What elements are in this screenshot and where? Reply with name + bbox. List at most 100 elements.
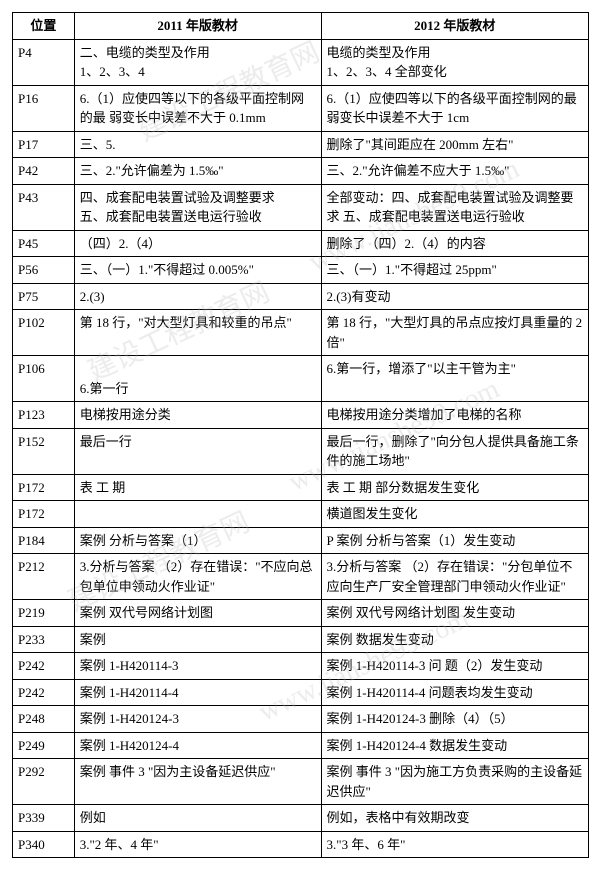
cell-position: P16 xyxy=(13,85,75,131)
cell-position: P339 xyxy=(13,805,75,832)
table-row: P249案例 1-H420124-4案例 1-H420124-4 数据发生变动 xyxy=(13,732,589,759)
cell-2012: 电缆的类型及作用1、2、3、4 全部变化 xyxy=(321,39,588,85)
table-row: P152最后一行最后一行，删除了"向分包人提供具备施工条件的施工场地" xyxy=(13,428,589,474)
cell-position: P45 xyxy=(13,230,75,257)
cell-2011: 6.（1）应使四等以下的各级平面控制网的最 弱变长中误差不大于 0.1mm xyxy=(74,85,321,131)
table-row: P102第 18 行，"对大型灯具和较重的吊点"第 18 行，"大型灯具的吊点应… xyxy=(13,310,589,356)
cell-2012: 删除了"其间距应在 200mm 左右" xyxy=(321,131,588,158)
cell-position: P219 xyxy=(13,600,75,627)
header-2012: 2012 年版教材 xyxy=(321,13,588,40)
cell-position: P184 xyxy=(13,527,75,554)
cell-2011: （四）2.（4） xyxy=(74,230,321,257)
cell-2012: 最后一行，删除了"向分包人提供具备施工条件的施工场地" xyxy=(321,428,588,474)
cell-position: P249 xyxy=(13,732,75,759)
cell-2012: 6.第一行，增添了"以主干管为主" xyxy=(321,356,588,402)
cell-position: P172 xyxy=(13,474,75,501)
cell-2011: 最后一行 xyxy=(74,428,321,474)
table-header-row: 位置 2011 年版教材 2012 年版教材 xyxy=(13,13,589,40)
cell-2012: 案例 1-H420114-4 问题表均发生变动 xyxy=(321,679,588,706)
cell-2012: 电梯按用途分类增加了电梯的名称 xyxy=(321,402,588,429)
cell-2011: 案例 1-H420114-4 xyxy=(74,679,321,706)
table-row: P172表 工 期表 工 期 部分数据发生变化 xyxy=(13,474,589,501)
cell-2011: 四、成套配电装置试验及调整要求五、成套配电装置送电运行验收 xyxy=(74,184,321,230)
cell-position: P248 xyxy=(13,706,75,733)
cell-position: P102 xyxy=(13,310,75,356)
cell-position: P123 xyxy=(13,402,75,429)
cell-position: P56 xyxy=(13,257,75,284)
cell-position: P242 xyxy=(13,653,75,680)
cell-2012: 删除了（四）2.（4）的内容 xyxy=(321,230,588,257)
table-row: P123电梯按用途分类电梯按用途分类增加了电梯的名称 xyxy=(13,402,589,429)
table-row: P2123.分析与答案 （2）存在错误："不应向总包单位申领动火作业证"3.分析… xyxy=(13,554,589,600)
cell-position: P42 xyxy=(13,158,75,185)
table-row: P219案例 双代号网络计划图案例 双代号网络计划图 发生变动 xyxy=(13,600,589,627)
cell-2011: 第 18 行，"对大型灯具和较重的吊点" xyxy=(74,310,321,356)
comparison-table: 位置 2011 年版教材 2012 年版教材 P4二、电缆的类型及作用1、2、3… xyxy=(12,12,589,858)
cell-2012: 案例 数据发生变动 xyxy=(321,626,588,653)
cell-2011: 3."2 年、4 年" xyxy=(74,831,321,858)
table-row: P242案例 1-H420114-3案例 1-H420114-3 问 题（2）发… xyxy=(13,653,589,680)
cell-2011: 例如 xyxy=(74,805,321,832)
table-row: P339例如例如，表格中有效期改变 xyxy=(13,805,589,832)
cell-2011: 表 工 期 xyxy=(74,474,321,501)
cell-2011: 案例 1-H420114-3 xyxy=(74,653,321,680)
cell-2012: 案例 双代号网络计划图 发生变动 xyxy=(321,600,588,627)
table-row: P166.（1）应使四等以下的各级平面控制网的最 弱变长中误差不大于 0.1mm… xyxy=(13,85,589,131)
cell-position: P233 xyxy=(13,626,75,653)
cell-position: P340 xyxy=(13,831,75,858)
cell-position: P172 xyxy=(13,501,75,528)
cell-2011: 6.第一行 xyxy=(74,356,321,402)
cell-position: P106 xyxy=(13,356,75,402)
cell-2011: 二、电缆的类型及作用1、2、3、4 xyxy=(74,39,321,85)
cell-position: P212 xyxy=(13,554,75,600)
cell-2011: 案例 1-H420124-4 xyxy=(74,732,321,759)
table-row: P43四、成套配电装置试验及调整要求五、成套配电装置送电运行验收全部变动：四、成… xyxy=(13,184,589,230)
table-row: P248案例 1-H420124-3案例 1-H420124-3 删除（4）（5… xyxy=(13,706,589,733)
table-body: P4二、电缆的类型及作用1、2、3、4电缆的类型及作用1、2、3、4 全部变化P… xyxy=(13,39,589,858)
table-row: P184案例 分析与答案（1）P 案例 分析与答案（1）发生变动 xyxy=(13,527,589,554)
cell-position: P17 xyxy=(13,131,75,158)
cell-2012: 第 18 行，"大型灯具的吊点应按灯具重量的 2 倍" xyxy=(321,310,588,356)
cell-2012: 三、2."允许偏差不应大于 1.5‰" xyxy=(321,158,588,185)
table-row: P752.(3)2.(3)有变动 xyxy=(13,283,589,310)
cell-2012: 3.分析与答案 （2）存在错误："分包单位不应向生产厂安全管理部门申领动火作业证… xyxy=(321,554,588,600)
cell-position: P242 xyxy=(13,679,75,706)
table-row: P17三、5.删除了"其间距应在 200mm 左右" xyxy=(13,131,589,158)
cell-position: P4 xyxy=(13,39,75,85)
table-row: P42三、2."允许偏差为 1.5‰"三、2."允许偏差不应大于 1.5‰" xyxy=(13,158,589,185)
cell-2012: 全部变动：四、成套配电装置试验及调整要求 五、成套配电装置送电运行验收 xyxy=(321,184,588,230)
cell-2012: 6.（1）应使四等以下的各级平面控制网的最弱变长中误差不大于 1cm xyxy=(321,85,588,131)
cell-2012: P 案例 分析与答案（1）发生变动 xyxy=(321,527,588,554)
table-row: P4二、电缆的类型及作用1、2、3、4电缆的类型及作用1、2、3、4 全部变化 xyxy=(13,39,589,85)
cell-2012: 案例 1-H420124-3 删除（4）（5） xyxy=(321,706,588,733)
cell-2011: 2.(3) xyxy=(74,283,321,310)
cell-2012: 横道图发生变化 xyxy=(321,501,588,528)
cell-2011: 案例 xyxy=(74,626,321,653)
cell-2012: 例如，表格中有效期改变 xyxy=(321,805,588,832)
cell-2011: 三、2."允许偏差为 1.5‰" xyxy=(74,158,321,185)
cell-position: P75 xyxy=(13,283,75,310)
table-row: P233案例案例 数据发生变动 xyxy=(13,626,589,653)
cell-2011 xyxy=(74,501,321,528)
cell-2012: 案例 1-H420114-3 问 题（2）发生变动 xyxy=(321,653,588,680)
cell-position: P152 xyxy=(13,428,75,474)
cell-2012: 案例 1-H420124-4 数据发生变动 xyxy=(321,732,588,759)
cell-2012: 2.(3)有变动 xyxy=(321,283,588,310)
cell-2012: 表 工 期 部分数据发生变化 xyxy=(321,474,588,501)
cell-2011: 案例 双代号网络计划图 xyxy=(74,600,321,627)
table-row: P242案例 1-H420114-4案例 1-H420114-4 问题表均发生变… xyxy=(13,679,589,706)
header-position: 位置 xyxy=(13,13,75,40)
cell-2012: 3."3 年、6 年" xyxy=(321,831,588,858)
cell-2011: 案例 分析与答案（1） xyxy=(74,527,321,554)
cell-position: P43 xyxy=(13,184,75,230)
header-2011: 2011 年版教材 xyxy=(74,13,321,40)
cell-2012: 三、（一）1."不得超过 25ppm" xyxy=(321,257,588,284)
cell-2011: 电梯按用途分类 xyxy=(74,402,321,429)
table-row: P172 横道图发生变化 xyxy=(13,501,589,528)
table-row: P56三、（一）1."不得超过 0.005%"三、（一）1."不得超过 25pp… xyxy=(13,257,589,284)
table-row: P3403."2 年、4 年"3."3 年、6 年" xyxy=(13,831,589,858)
table-row: P1066.第一行6.第一行，增添了"以主干管为主" xyxy=(13,356,589,402)
cell-2011: 三、（一）1."不得超过 0.005%" xyxy=(74,257,321,284)
cell-2011: 三、5. xyxy=(74,131,321,158)
table-row: P45（四）2.（4）删除了（四）2.（4）的内容 xyxy=(13,230,589,257)
